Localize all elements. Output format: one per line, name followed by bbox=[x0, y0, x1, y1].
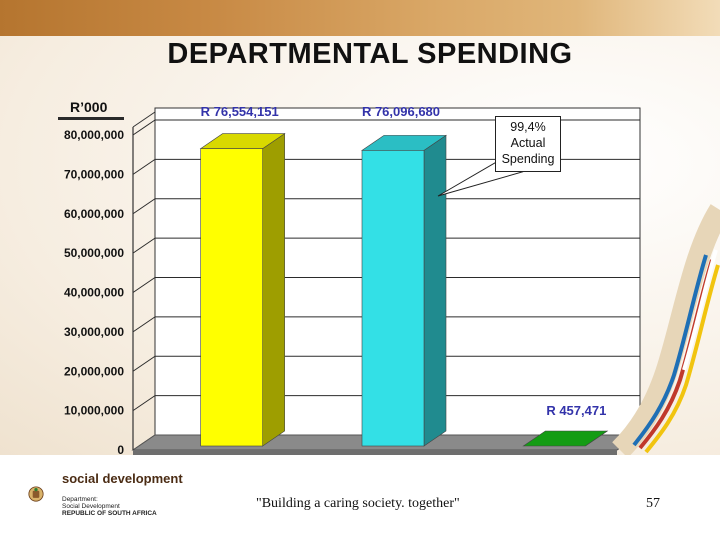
beads-decoration bbox=[612, 204, 720, 455]
unit-underline bbox=[58, 117, 124, 120]
gridline-diagonal bbox=[132, 198, 156, 215]
data-label: R 76,554,151 bbox=[201, 104, 279, 119]
bar-top-2 bbox=[522, 430, 609, 447]
y-tick-label: 80,000,000 bbox=[64, 128, 124, 142]
gridline-diagonal bbox=[132, 395, 156, 412]
logo-line-name: Social Development bbox=[62, 503, 120, 510]
data-label: R 457,471 bbox=[546, 403, 606, 418]
y-tick-label: 30,000,000 bbox=[64, 325, 124, 339]
y-tick-label: 0 bbox=[117, 443, 124, 457]
logo-title: social development bbox=[62, 471, 183, 486]
y-tick-label: 70,000,000 bbox=[64, 167, 124, 181]
callout-line-1: 99,4% bbox=[510, 120, 546, 134]
callout-box: 99,4% Actual Spending bbox=[495, 116, 561, 172]
footer-area bbox=[0, 455, 720, 540]
callout-line-3: Spending bbox=[501, 152, 555, 166]
bar-0 bbox=[200, 148, 263, 447]
page-number: 57 bbox=[646, 496, 660, 511]
y-tick-label: 40,000,000 bbox=[64, 286, 124, 300]
unit-label: R’000 bbox=[70, 99, 108, 115]
bar-1 bbox=[361, 150, 425, 447]
y-axis-top bbox=[132, 111, 156, 128]
y-tick-label: 60,000,000 bbox=[64, 207, 124, 221]
y-tick-label: 50,000,000 bbox=[64, 246, 124, 260]
slide-title: DEPARTMENTAL SPENDING bbox=[167, 38, 573, 70]
gridline-diagonal bbox=[132, 355, 156, 372]
axis-layer bbox=[132, 111, 156, 450]
gridline-diagonal bbox=[132, 158, 156, 175]
bar-side-0 bbox=[262, 133, 285, 447]
y-tick-label: 20,000,000 bbox=[64, 364, 124, 378]
bar-layer bbox=[199, 133, 609, 447]
logo-line-department: Department: bbox=[62, 496, 98, 503]
footer-slogan: "Building a caring society. together" bbox=[256, 496, 460, 511]
coat-of-arms-icon bbox=[28, 486, 44, 502]
logo-line-country: REPUBLIC OF SOUTH AFRICA bbox=[62, 510, 157, 517]
callout-line-2: Actual bbox=[510, 136, 546, 150]
y-tick-label: 10,000,000 bbox=[64, 404, 124, 418]
gridline-diagonal bbox=[132, 119, 156, 136]
data-label: R 76,096,680 bbox=[362, 104, 440, 119]
gridline-diagonal bbox=[132, 316, 156, 333]
gridline-diagonal bbox=[132, 237, 156, 254]
gridline-diagonal bbox=[132, 277, 156, 293]
top-decorative-band bbox=[0, 0, 720, 36]
chart-floor-edge bbox=[133, 450, 617, 456]
bar-side-1 bbox=[423, 134, 447, 447]
